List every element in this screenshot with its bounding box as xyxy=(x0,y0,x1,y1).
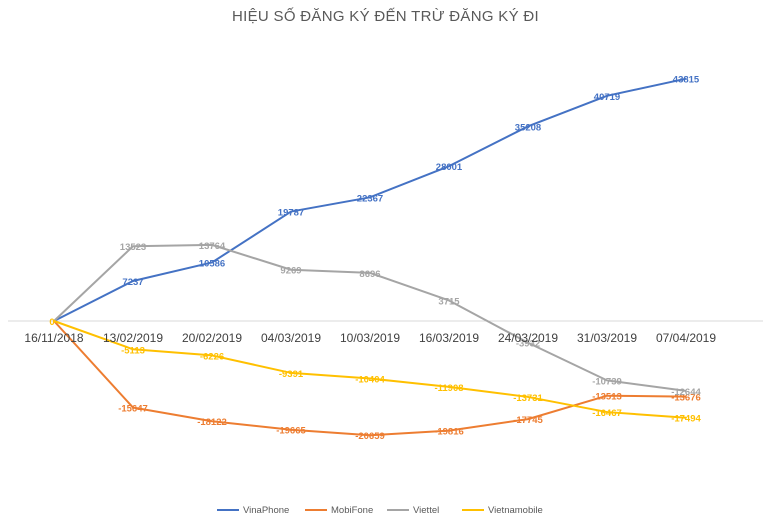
data-label-mobifone: -17745 xyxy=(513,415,543,426)
data-label-vinaphone: 22367 xyxy=(357,193,383,204)
data-label-viettel: -12644 xyxy=(671,387,701,398)
x-tick-label: 16/03/2019 xyxy=(419,331,479,345)
data-label-viettel: 8696 xyxy=(359,269,380,280)
data-label-mobifone: -13513 xyxy=(592,392,622,403)
data-label-viettel: -10739 xyxy=(592,376,622,387)
legend-label-viettel: Viettel xyxy=(413,505,439,516)
data-label-vietnamobile: -5113 xyxy=(121,345,145,356)
data-label-mobifone: -20659 xyxy=(355,431,385,442)
data-label-vietnamobile: -9391 xyxy=(279,369,304,380)
x-tick-labels: 16/11/2018 13/02/2019 20/02/2019 04/03/2019… xyxy=(24,331,716,345)
series-line-vietnamobile xyxy=(53,320,687,419)
x-tick-label: 07/04/2019 xyxy=(656,331,716,345)
x-tick-label: 31/03/2019 xyxy=(577,331,637,345)
data-label-vietnamobile: -13731 xyxy=(513,393,543,404)
data-label-origin: 0 xyxy=(49,317,54,328)
data-label-viettel: 9269 xyxy=(280,266,301,277)
data-label-viettel: -3932 xyxy=(516,339,540,350)
data-label-viettel: 13523 xyxy=(120,242,146,253)
x-tick-label: 24/03/2019 xyxy=(498,331,558,345)
data-label-vinaphone: 19787 xyxy=(278,208,304,219)
data-label-viettel: 13764 xyxy=(199,241,226,252)
legend-label-vietnamobile: Vietnamobile xyxy=(488,505,543,516)
x-tick-label: 20/02/2019 xyxy=(182,331,242,345)
data-label-vinaphone: 10586 xyxy=(199,258,225,269)
data-label-mobifone: -13676 xyxy=(671,393,701,404)
data-label-viettel: 3715 xyxy=(438,296,460,307)
data-labels: 7237 10586 19787 22367 28001 35208 40719 43815 -… xyxy=(49,75,701,443)
series-line-mobifone xyxy=(53,320,687,437)
legend-label-mobifone: MobiFone xyxy=(331,505,373,516)
series-lines xyxy=(53,77,687,437)
data-label-vietnamobile: -16467 xyxy=(592,408,622,419)
series-line-vinaphone xyxy=(53,77,687,322)
data-label-vietnamobile: -10404 xyxy=(355,375,385,386)
data-label-vietnamobile: -11908 xyxy=(434,383,463,394)
x-tick-label: 16/11/2018 xyxy=(24,331,83,345)
x-tick-label: 04/03/2019 xyxy=(261,331,321,345)
legend-label-vinaphone: VinaPhone xyxy=(243,505,289,516)
data-label-vinaphone: 35208 xyxy=(515,122,541,133)
data-label-vietnamobile: -6226 xyxy=(200,351,224,362)
chart-title: HIỆU SỐ ĐĂNG KÝ ĐẾN TRỪ ĐĂNG KÝ ĐI xyxy=(232,8,539,25)
data-label-mobifone: -19816 xyxy=(434,427,464,438)
x-tick-label: 13/02/2019 xyxy=(103,331,163,345)
data-label-vinaphone: 43815 xyxy=(673,75,700,86)
data-label-vinaphone: 28001 xyxy=(436,162,463,173)
data-label-mobifone: -19665 xyxy=(276,426,306,437)
data-label-vinaphone: 40719 xyxy=(594,92,620,103)
x-tick-label: 10/03/2019 xyxy=(340,331,400,345)
data-label-vinaphone: 7237 xyxy=(122,277,143,288)
data-label-mobifone: -18122 xyxy=(197,417,227,428)
legend: VinaPhone MobiFone Viettel Vietnamobile xyxy=(217,505,543,516)
series-line-viettel xyxy=(53,243,687,392)
data-label-mobifone: -15647 xyxy=(118,404,148,415)
data-label-vietnamobile: -17494 xyxy=(671,414,701,425)
